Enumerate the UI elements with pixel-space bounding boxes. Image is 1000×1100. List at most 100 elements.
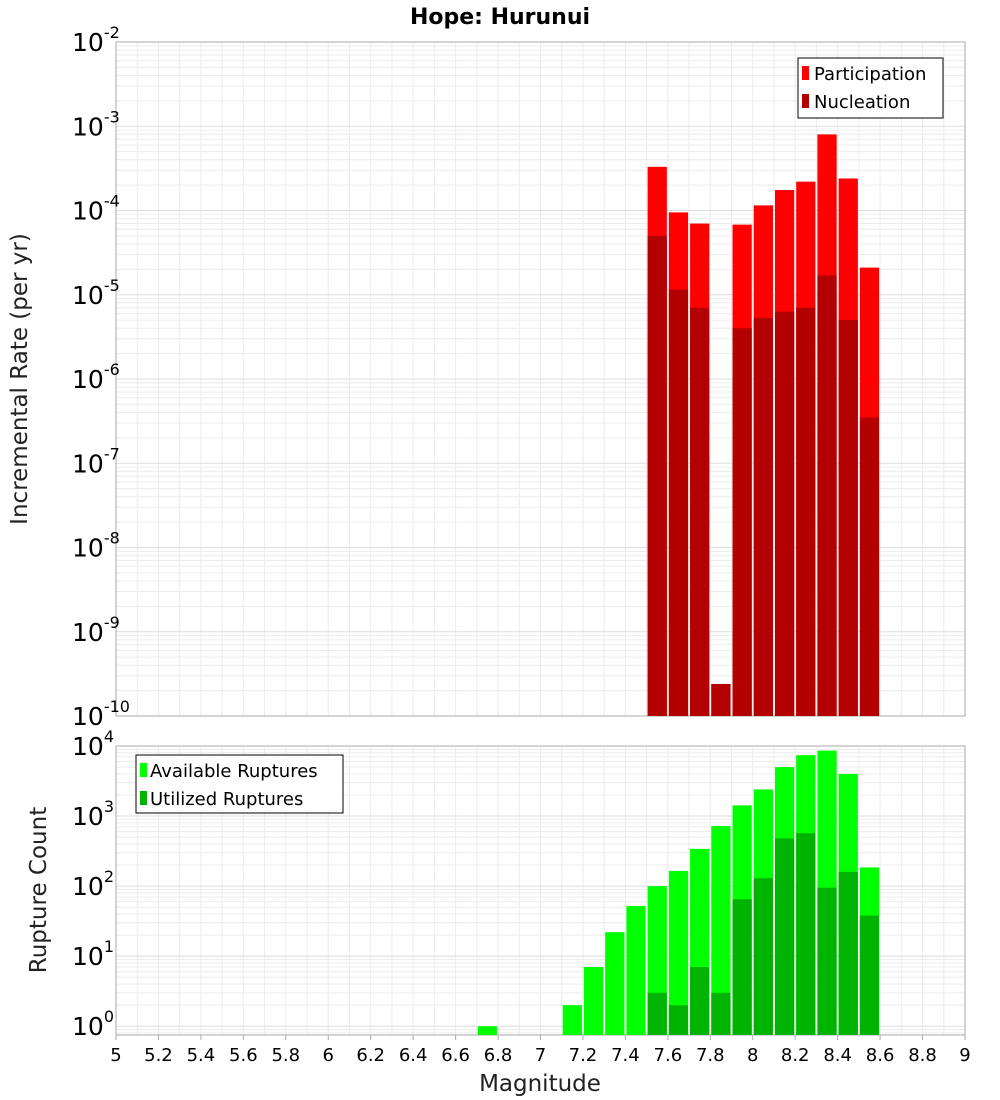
y-tick-base: 10: [72, 802, 104, 831]
bar-utilized-ruptures: [690, 967, 710, 1035]
y-tick-label: 100: [72, 1007, 114, 1041]
top-plot-frame: [115, 41, 966, 717]
x-tick-label: 7.8: [696, 1045, 725, 1066]
x-tick-label: 8.6: [866, 1045, 895, 1066]
y-tick-label: 10-4: [72, 192, 120, 226]
bottom-bars: [477, 750, 880, 1035]
bar-nucleation: [732, 328, 752, 716]
y-tick-label: 10-9: [72, 613, 120, 647]
legend-label-participation: Participation: [814, 64, 926, 85]
x-tick-label: 8.8: [908, 1045, 937, 1066]
y-tick-label: 10-7: [72, 444, 120, 478]
legend-swatch-nucleation: [802, 94, 809, 108]
x-tick-label: 5.4: [187, 1045, 216, 1066]
y-tick-label: 101: [72, 937, 114, 971]
bar-utilized-ruptures: [859, 915, 880, 1035]
y-tick-exponent: -6: [104, 360, 120, 379]
y-tick-base: 10: [72, 1012, 104, 1041]
y-tick-base: 10: [72, 618, 104, 647]
bar-nucleation: [753, 317, 773, 716]
y-tick-exponent: 0: [104, 1007, 114, 1026]
x-tick-label: 8.2: [781, 1045, 810, 1066]
bar-available-ruptures: [605, 932, 625, 1035]
bar-nucleation: [647, 235, 667, 717]
y-tick-exponent: 2: [104, 867, 114, 886]
x-tick-label: 8.4: [823, 1045, 852, 1066]
x-tick-label: 7: [535, 1045, 546, 1066]
bar-available-ruptures: [711, 826, 731, 1035]
bar-utilized-ruptures: [668, 1005, 689, 1035]
y-tick-label: 102: [72, 867, 114, 901]
bar-nucleation: [796, 307, 816, 716]
x-tick-label: 6.2: [356, 1045, 385, 1066]
bar-utilized-ruptures: [732, 899, 752, 1035]
y-tick-label: 10-2: [72, 23, 120, 57]
bar-available-ruptures: [626, 906, 646, 1035]
y-tick-base: 10: [72, 872, 104, 901]
y-tick-base: 10: [72, 197, 104, 226]
y-tick-base: 10: [72, 112, 104, 141]
y-tick-exponent: 4: [104, 727, 114, 746]
x-tick-label: 6.4: [399, 1045, 428, 1066]
bar-available-ruptures: [477, 1026, 498, 1035]
y-tick-label: 10-10: [72, 697, 130, 731]
y-tick-exponent: -8: [104, 529, 120, 548]
bar-available-ruptures: [583, 967, 604, 1035]
bar-nucleation: [668, 289, 689, 716]
y-tick-exponent: -9: [104, 613, 120, 632]
y-tick-base: 10: [72, 534, 104, 563]
y-tick-exponent: -7: [104, 444, 120, 463]
bar-nucleation: [817, 275, 837, 716]
y-tick-base: 10: [72, 449, 104, 478]
y-tick-base: 10: [72, 28, 104, 57]
x-tick-label: 9: [959, 1045, 970, 1066]
bar-nucleation: [690, 307, 710, 716]
y-tick-label: 10-5: [72, 276, 120, 310]
bottom-legend: Available Ruptures Utilized Ruptures: [135, 754, 344, 814]
top-legend-box: [797, 57, 944, 119]
x-tick-label: 5.6: [229, 1045, 258, 1066]
bar-utilized-ruptures: [817, 887, 837, 1035]
y-tick-exponent: -5: [104, 276, 120, 295]
top-legend: Participation Nucleation: [797, 57, 944, 119]
x-tick-label: 8: [747, 1045, 758, 1066]
x-tick-label: 5.2: [144, 1045, 173, 1066]
top-bars: [647, 134, 880, 717]
y-tick-exponent: 3: [104, 797, 114, 816]
legend-swatch-participation: [802, 66, 809, 80]
bar-utilized-ruptures: [647, 992, 667, 1035]
y-tick-base: 10: [72, 732, 104, 761]
y-tick-base: 10: [72, 702, 104, 731]
chart-title: Hope: Hurunui: [410, 5, 590, 30]
y-tick-exponent: -2: [104, 23, 120, 42]
legend-label-available-ruptures: Available Ruptures: [150, 761, 318, 782]
bar-utilized-ruptures: [711, 992, 731, 1035]
bar-utilized-ruptures: [838, 871, 858, 1035]
y-tick-exponent: -3: [104, 107, 120, 126]
y-tick-base: 10: [72, 365, 104, 394]
bar-nucleation: [711, 683, 731, 716]
y-tick-exponent: 1: [104, 937, 114, 956]
legend-swatch-utilized-ruptures: [140, 791, 147, 805]
y-tick-label: 104: [72, 727, 114, 761]
bottom-y-axis-label: Rupture Count: [26, 807, 52, 973]
legend-label-utilized-ruptures: Utilized Ruptures: [150, 789, 303, 810]
x-tick-label: 5.8: [271, 1045, 300, 1066]
y-tick-base: 10: [72, 281, 104, 310]
y-tick-label: 10-3: [72, 107, 120, 141]
bar-available-ruptures: [668, 870, 689, 1035]
x-tick-label: 6: [323, 1045, 334, 1066]
bar-nucleation: [838, 320, 858, 716]
y-tick-exponent: -10: [104, 697, 130, 716]
x-tick-label: 6.8: [484, 1045, 513, 1066]
bar-utilized-ruptures: [774, 838, 795, 1035]
bar-utilized-ruptures: [753, 878, 773, 1035]
y-tick-label: 103: [72, 797, 114, 831]
y-tick-label: 10-6: [72, 360, 120, 394]
top-grid: [115, 42, 966, 717]
x-tick-label: 7.4: [611, 1045, 640, 1066]
